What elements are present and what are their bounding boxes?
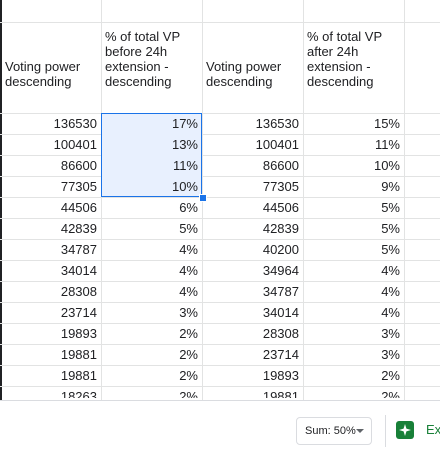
cell-pct-before[interactable]: 4% bbox=[179, 242, 198, 257]
cell-voting-power-after[interactable]: 136530 bbox=[255, 116, 299, 131]
cell-pct-before[interactable]: 17% bbox=[171, 116, 198, 131]
row-divider bbox=[0, 302, 440, 303]
cell-pct-after[interactable]: 2% bbox=[381, 389, 400, 398]
cell-voting-power[interactable]: 19893 bbox=[60, 326, 97, 341]
cell-voting-power-after[interactable]: 100401 bbox=[255, 137, 299, 152]
row-divider bbox=[0, 22, 440, 23]
cell-voting-power-after[interactable]: 86600 bbox=[262, 158, 299, 173]
cell-voting-power-after[interactable]: 77305 bbox=[262, 179, 299, 194]
cell-pct-before[interactable]: 2% bbox=[179, 389, 198, 398]
grid-left-edge bbox=[0, 0, 2, 400]
explore-sparkle-icon[interactable] bbox=[396, 421, 414, 439]
cell-voting-power[interactable]: 23714 bbox=[60, 305, 97, 320]
cell-pct-after[interactable]: 4% bbox=[381, 263, 400, 278]
column-divider bbox=[404, 0, 405, 400]
cell-voting-power[interactable]: 77305 bbox=[60, 179, 97, 194]
cell-pct-after[interactable]: 15% bbox=[373, 116, 400, 131]
cell-voting-power[interactable]: 44506 bbox=[60, 200, 97, 215]
cell-voting-power[interactable]: 19881 bbox=[60, 347, 97, 362]
header-cell-pct-before[interactable]: % of total VP before 24h extension - des… bbox=[105, 29, 181, 89]
cell-pct-before[interactable]: 3% bbox=[179, 305, 198, 320]
cell-pct-after[interactable]: 5% bbox=[381, 221, 400, 236]
sum-dropdown-button[interactable]: Sum: 50% bbox=[296, 417, 372, 445]
selection-fill bbox=[102, 113, 202, 197]
cell-voting-power[interactable]: 100401 bbox=[53, 137, 97, 152]
row-divider bbox=[0, 344, 440, 345]
row-divider bbox=[0, 323, 440, 324]
header-cell-voting-power-c[interactable]: Voting power descending bbox=[206, 59, 282, 89]
row-divider bbox=[0, 197, 440, 198]
cell-voting-power-after[interactable]: 28308 bbox=[262, 326, 299, 341]
fill-handle[interactable] bbox=[199, 194, 207, 202]
cell-pct-after[interactable]: 4% bbox=[381, 305, 400, 320]
column-divider bbox=[101, 0, 102, 400]
cell-voting-power-after[interactable]: 19881 bbox=[262, 389, 299, 398]
bottom-status-bar: Sum: 50% Ex bbox=[0, 400, 440, 449]
cell-pct-after[interactable]: 5% bbox=[381, 242, 400, 257]
cell-pct-before[interactable]: 5% bbox=[179, 221, 198, 236]
cell-voting-power[interactable]: 18263 bbox=[60, 389, 97, 398]
cell-pct-before[interactable]: 4% bbox=[179, 284, 198, 299]
cell-voting-power-after[interactable]: 34964 bbox=[262, 263, 299, 278]
cell-pct-before[interactable]: 11% bbox=[172, 158, 198, 173]
cell-voting-power[interactable]: 34014 bbox=[60, 263, 97, 278]
row-divider bbox=[0, 260, 440, 261]
header-cell-voting-power-a[interactable]: Voting power descending bbox=[5, 59, 81, 89]
cell-voting-power-after[interactable]: 19893 bbox=[262, 368, 299, 383]
column-divider bbox=[303, 0, 304, 400]
cell-pct-before[interactable]: 2% bbox=[179, 368, 198, 383]
cell-pct-before[interactable]: 4% bbox=[179, 263, 198, 278]
row-divider bbox=[0, 176, 440, 177]
cell-voting-power[interactable]: 34787 bbox=[60, 242, 97, 257]
cell-voting-power-after[interactable]: 42839 bbox=[262, 221, 299, 236]
cell-pct-before[interactable]: 13% bbox=[171, 137, 198, 152]
cell-voting-power-after[interactable]: 44506 bbox=[262, 200, 299, 215]
cell-pct-before[interactable]: 2% bbox=[179, 326, 198, 341]
cell-pct-after[interactable]: 3% bbox=[381, 326, 400, 341]
cell-pct-after[interactable]: 11% bbox=[374, 137, 400, 152]
cell-pct-after[interactable]: 4% bbox=[381, 284, 400, 299]
row-divider bbox=[0, 365, 440, 366]
chevron-down-icon bbox=[356, 429, 364, 433]
cell-pct-before[interactable]: 2% bbox=[179, 347, 198, 362]
cell-voting-power-after[interactable]: 40200 bbox=[262, 242, 299, 257]
cell-pct-after[interactable]: 5% bbox=[381, 200, 400, 215]
cell-pct-before[interactable]: 6% bbox=[179, 200, 198, 215]
row-divider bbox=[0, 134, 440, 135]
status-divider bbox=[385, 415, 386, 447]
cell-voting-power[interactable]: 42839 bbox=[60, 221, 97, 236]
row-divider bbox=[0, 386, 440, 387]
selection-range[interactable] bbox=[101, 113, 202, 197]
cell-voting-power-after[interactable]: 34014 bbox=[262, 305, 299, 320]
cell-pct-after[interactable]: 3% bbox=[381, 347, 400, 362]
cell-voting-power[interactable]: 86600 bbox=[60, 158, 97, 173]
cell-pct-after[interactable]: 2% bbox=[381, 368, 400, 383]
cell-pct-after[interactable]: 9% bbox=[381, 179, 400, 194]
cell-pct-before[interactable]: 10% bbox=[171, 179, 198, 194]
cell-pct-after[interactable]: 10% bbox=[373, 158, 400, 173]
row-divider bbox=[0, 218, 440, 219]
cell-voting-power[interactable]: 28308 bbox=[60, 284, 97, 299]
sum-label: Sum: 50% bbox=[305, 425, 356, 437]
row-divider bbox=[0, 155, 440, 156]
explore-button-label[interactable]: Ex bbox=[426, 422, 440, 437]
row-divider bbox=[0, 239, 440, 240]
row-divider bbox=[0, 113, 440, 114]
spreadsheet-grid[interactable]: Voting power descending % of total VP be… bbox=[0, 0, 440, 400]
cell-voting-power[interactable]: 136530 bbox=[53, 116, 97, 131]
cell-voting-power[interactable]: 19881 bbox=[60, 368, 97, 383]
header-cell-pct-after[interactable]: % of total VP after 24h extension - desc… bbox=[307, 29, 383, 89]
row-divider bbox=[0, 281, 440, 282]
cell-voting-power-after[interactable]: 23714 bbox=[262, 347, 299, 362]
cell-voting-power-after[interactable]: 34787 bbox=[262, 284, 299, 299]
